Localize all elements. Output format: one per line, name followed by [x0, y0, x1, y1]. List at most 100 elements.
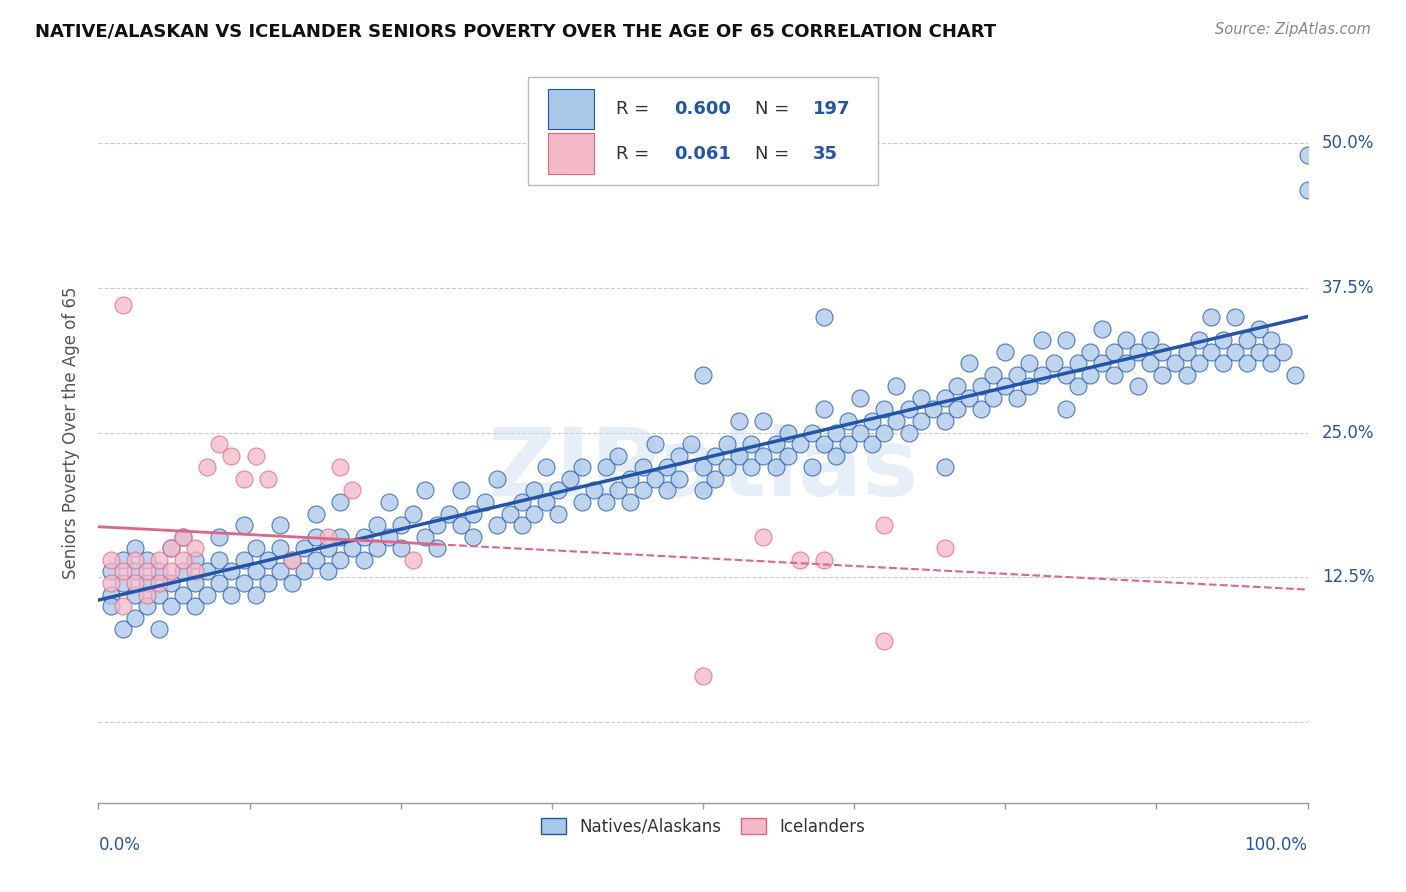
Point: [342, 483, 364, 498]
Point: [486, 472, 509, 486]
Point: [716, 460, 738, 475]
Point: [1031, 368, 1053, 382]
Point: [184, 576, 207, 591]
Point: [1296, 148, 1319, 162]
Point: [873, 402, 896, 417]
Point: [221, 565, 243, 579]
Text: ZIPatlas: ZIPatlas: [488, 424, 918, 516]
FancyBboxPatch shape: [527, 78, 879, 185]
Point: [305, 507, 328, 521]
Point: [221, 588, 243, 602]
Point: [124, 541, 146, 556]
Point: [510, 495, 533, 509]
Point: [208, 576, 231, 591]
Point: [281, 553, 304, 567]
Point: [111, 622, 134, 636]
Point: [111, 553, 134, 567]
Point: [208, 530, 231, 544]
Point: [256, 553, 278, 567]
Text: 35: 35: [813, 145, 838, 162]
FancyBboxPatch shape: [548, 88, 595, 129]
Point: [1018, 356, 1040, 370]
Text: 197: 197: [813, 100, 851, 118]
Point: [1042, 356, 1064, 370]
Point: [463, 507, 485, 521]
Point: [1199, 310, 1222, 324]
Point: [740, 460, 762, 475]
Text: 0.600: 0.600: [673, 100, 731, 118]
Point: [510, 518, 533, 533]
Point: [860, 437, 883, 451]
Point: [910, 391, 932, 405]
Point: [389, 541, 412, 556]
Point: [281, 576, 304, 591]
Point: [426, 518, 449, 533]
Point: [245, 541, 267, 556]
Point: [1284, 368, 1306, 382]
Point: [1054, 333, 1077, 347]
Point: [644, 472, 666, 486]
Point: [1078, 368, 1101, 382]
Point: [547, 483, 569, 498]
Point: [704, 472, 727, 486]
Legend: Natives/Alaskans, Icelanders: Natives/Alaskans, Icelanders: [534, 811, 872, 843]
Point: [100, 599, 122, 614]
Point: [1260, 333, 1282, 347]
Point: [740, 437, 762, 451]
Point: [558, 472, 581, 486]
Point: [1018, 379, 1040, 393]
Text: 37.5%: 37.5%: [1322, 279, 1375, 297]
Point: [195, 565, 218, 579]
Point: [184, 599, 207, 614]
Point: [849, 425, 872, 440]
Point: [353, 553, 375, 567]
Point: [111, 298, 134, 312]
Point: [1102, 368, 1125, 382]
Point: [1296, 183, 1319, 197]
Point: [256, 472, 278, 486]
Point: [245, 449, 267, 463]
Point: [498, 507, 520, 521]
Text: N =: N =: [755, 100, 794, 118]
Point: [135, 576, 157, 591]
Point: [655, 483, 678, 498]
Point: [1091, 321, 1114, 335]
Text: NATIVE/ALASKAN VS ICELANDER SENIORS POVERTY OVER THE AGE OF 65 CORRELATION CHART: NATIVE/ALASKAN VS ICELANDER SENIORS POVE…: [35, 22, 997, 40]
Point: [607, 483, 630, 498]
Point: [329, 553, 352, 567]
Point: [111, 565, 134, 579]
Point: [655, 460, 678, 475]
Point: [474, 495, 496, 509]
Point: [1139, 333, 1161, 347]
Point: [389, 518, 412, 533]
Point: [813, 402, 835, 417]
Point: [957, 356, 980, 370]
Point: [124, 576, 146, 591]
Point: [728, 414, 751, 428]
Point: [789, 553, 811, 567]
Point: [800, 460, 823, 475]
Point: [111, 576, 134, 591]
Point: [704, 449, 727, 463]
Point: [1223, 344, 1246, 359]
Point: [160, 576, 183, 591]
Point: [607, 449, 630, 463]
Y-axis label: Seniors Poverty Over the Age of 65: Seniors Poverty Over the Age of 65: [62, 286, 80, 579]
Point: [366, 518, 388, 533]
Point: [413, 530, 436, 544]
Point: [1249, 321, 1271, 335]
Point: [873, 425, 896, 440]
Point: [860, 414, 883, 428]
Point: [124, 610, 146, 624]
Point: [342, 541, 364, 556]
Text: 0.0%: 0.0%: [98, 836, 141, 855]
Point: [135, 588, 157, 602]
Point: [1007, 391, 1029, 405]
Point: [292, 541, 315, 556]
Text: 12.5%: 12.5%: [1322, 568, 1375, 586]
Point: [1223, 310, 1246, 324]
Text: 100.0%: 100.0%: [1244, 836, 1308, 855]
Point: [534, 495, 557, 509]
Point: [1188, 356, 1211, 370]
Point: [195, 460, 218, 475]
